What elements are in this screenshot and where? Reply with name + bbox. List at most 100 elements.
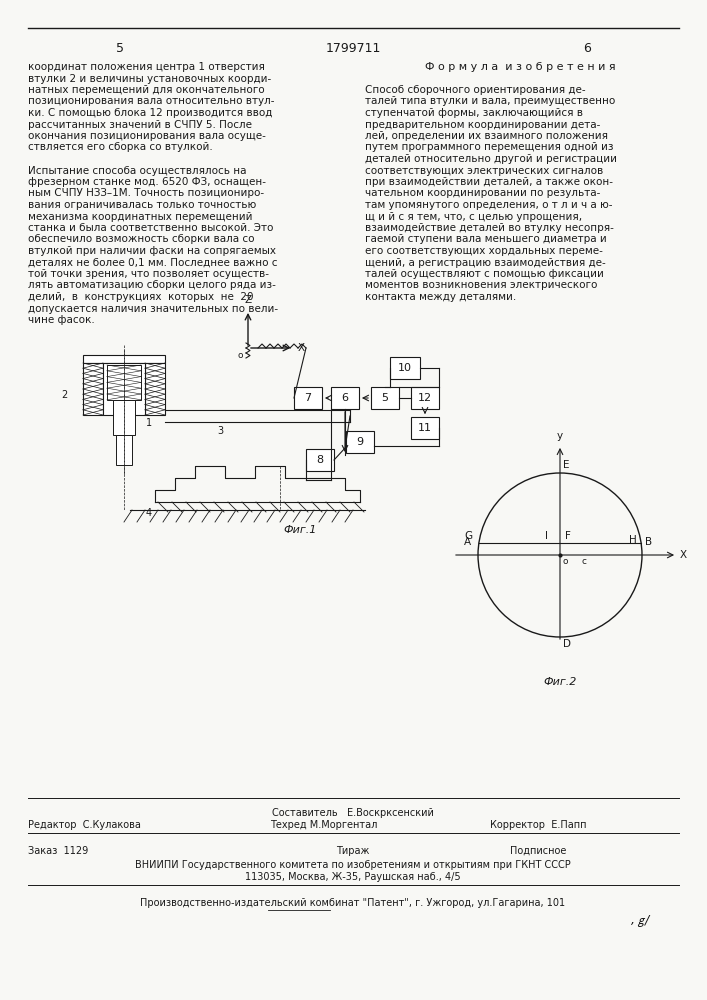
Text: лей, определении их взаимного положения: лей, определении их взаимного положения: [365, 131, 608, 141]
Text: H: H: [629, 535, 637, 545]
Text: ным СЧПУ НЗЗ–1М. Точность позициониро-: ным СЧПУ НЗЗ–1М. Точность позициониро-: [28, 188, 264, 198]
Text: 6: 6: [583, 42, 591, 55]
Text: контакта между деталями.: контакта между деталями.: [365, 292, 516, 302]
Text: A: A: [464, 537, 471, 547]
Text: втулкой при наличии фаски на сопрягаемых: втулкой при наличии фаски на сопрягаемых: [28, 246, 276, 256]
Text: 12: 12: [418, 393, 432, 403]
Bar: [113, 400, 135, 435]
Text: ВНИИПИ Государственного комитета по изобретениям и открытиям при ГКНТ СССР: ВНИИПИ Государственного комитета по изоб…: [135, 860, 571, 870]
Bar: [83, 363, 103, 415]
Bar: [103, 363, 145, 415]
Text: Составитель   Е.Воскрксенский: Составитель Е.Воскрксенский: [272, 808, 434, 818]
Text: F: F: [565, 531, 571, 541]
Bar: [411, 417, 439, 439]
Text: талей осуществляют с помощью фиксации: талей осуществляют с помощью фиксации: [365, 269, 604, 279]
Bar: [145, 363, 165, 415]
Text: ки. С помощью блока 12 производится ввод: ки. С помощью блока 12 производится ввод: [28, 108, 272, 118]
Text: ствляется его сборка со втулкой.: ствляется его сборка со втулкой.: [28, 142, 213, 152]
Text: B: B: [645, 537, 652, 547]
Text: y: y: [557, 431, 563, 441]
Text: 8: 8: [317, 455, 324, 465]
Text: 2: 2: [62, 390, 68, 400]
Text: 1799711: 1799711: [325, 42, 380, 55]
Text: деталях не более 0,1 мм. Последнее важно с: деталях не более 0,1 мм. Последнее важно…: [28, 257, 278, 267]
Text: втулки 2 и величины установочных коорди-: втулки 2 и величины установочных коорди-: [28, 74, 271, 84]
Bar: [294, 387, 322, 409]
Text: чательном координировании по результа-: чательном координировании по результа-: [365, 188, 600, 198]
Text: 5: 5: [116, 42, 124, 55]
Text: Подписное: Подписное: [510, 846, 566, 856]
Text: c: c: [582, 557, 587, 566]
Text: моментов возникновения электрического: моментов возникновения электрического: [365, 280, 597, 290]
Text: натных перемещений для окончательного: натных перемещений для окончательного: [28, 85, 264, 95]
Text: станка и была соответственно высокой. Это: станка и была соответственно высокой. Эт…: [28, 223, 274, 233]
Bar: [116, 435, 132, 465]
Text: рассчитанных значений в СЧПУ 5. После: рассчитанных значений в СЧПУ 5. После: [28, 119, 252, 129]
Bar: [83, 355, 165, 363]
Text: o: o: [563, 557, 568, 566]
Text: I: I: [545, 531, 548, 541]
Text: , $\mathcal{g}$/: , $\mathcal{g}$/: [630, 913, 651, 929]
Text: Фиг.2: Фиг.2: [543, 677, 577, 687]
Text: щений, а регистрацию взаимодействия де-: щений, а регистрацию взаимодействия де-: [365, 257, 606, 267]
Text: вания ограничивалась только точностью: вания ограничивалась только точностью: [28, 200, 256, 210]
Bar: [306, 449, 334, 471]
Text: той точки зрения, что позволяет осуществ-: той точки зрения, что позволяет осуществ…: [28, 269, 269, 279]
Text: o: o: [238, 351, 243, 360]
Text: X: X: [298, 343, 305, 353]
Text: 5: 5: [382, 393, 389, 403]
Text: соответствующих электрических сигналов: соответствующих электрических сигналов: [365, 165, 603, 176]
Bar: [331, 387, 359, 409]
Text: координат положения центра 1 отверстия: координат положения центра 1 отверстия: [28, 62, 265, 72]
Text: его соответствующих хордальных переме-: его соответствующих хордальных переме-: [365, 246, 603, 256]
Text: чине фасок.: чине фасок.: [28, 315, 95, 325]
Text: Редактор  С.Кулакова: Редактор С.Кулакова: [28, 820, 141, 830]
Text: лять автоматизацию сборки целого ряда из-: лять автоматизацию сборки целого ряда из…: [28, 280, 276, 290]
Text: 4: 4: [146, 508, 152, 518]
Text: обеспечило возможность сборки вала со: обеспечило возможность сборки вала со: [28, 234, 255, 244]
Text: допускается наличия значительных по вели-: допускается наличия значительных по вели…: [28, 304, 278, 314]
Text: там упомянутого определения, о т л и ч а ю-: там упомянутого определения, о т л и ч а…: [365, 200, 612, 210]
Text: окончания позиционирования вала осуще-: окончания позиционирования вала осуще-: [28, 131, 266, 141]
Text: Корректор  Е.Папп: Корректор Е.Папп: [490, 820, 587, 830]
Text: деталей относительно другой и регистрации: деталей относительно другой и регистраци…: [365, 154, 617, 164]
Text: 1: 1: [146, 418, 152, 428]
Text: предварительном координировании дета-: предварительном координировании дета-: [365, 119, 600, 129]
Text: при взаимодействии деталей, а также окон-: при взаимодействии деталей, а также окон…: [365, 177, 613, 187]
Text: E: E: [563, 460, 570, 470]
Text: делий,  в  конструкциях  которых  не  20: делий, в конструкциях которых не 20: [28, 292, 254, 302]
Bar: [390, 357, 420, 379]
Text: 3: 3: [217, 426, 223, 436]
Text: X: X: [680, 550, 687, 560]
Text: 11: 11: [418, 423, 432, 433]
Text: Тираж: Тираж: [337, 846, 370, 856]
Text: Z: Z: [245, 295, 252, 305]
Text: позиционирования вала относительно втул-: позиционирования вала относительно втул-: [28, 97, 274, 106]
Text: Испытание способа осуществлялось на: Испытание способа осуществлялось на: [28, 165, 247, 176]
Text: взаимодействие деталей во втулку несопря-: взаимодействие деталей во втулку несопря…: [365, 223, 614, 233]
Bar: [371, 387, 399, 409]
Text: 10: 10: [398, 363, 412, 373]
Bar: [346, 431, 374, 453]
Text: Ф о р м у л а  и з о б р е т е н и я: Ф о р м у л а и з о б р е т е н и я: [425, 62, 615, 72]
Text: щ и й с я тем, что, с целью упрощения,: щ и й с я тем, что, с целью упрощения,: [365, 212, 582, 222]
Text: Способ сборочного ориентирования де-: Способ сборочного ориентирования де-: [365, 85, 585, 95]
Bar: [107, 365, 141, 400]
Text: D: D: [563, 639, 571, 649]
Text: 9: 9: [356, 437, 363, 447]
Text: Заказ  1129: Заказ 1129: [28, 846, 88, 856]
Text: Фиг.1: Фиг.1: [284, 525, 317, 535]
Text: 113035, Москва, Ж-35, Раушская наб., 4/5: 113035, Москва, Ж-35, Раушская наб., 4/5: [245, 872, 461, 882]
Text: G: G: [464, 531, 473, 541]
Text: ступенчатой формы, заключающийся в: ступенчатой формы, заключающийся в: [365, 108, 583, 118]
Text: Техред М.Моргентал: Техред М.Моргентал: [270, 820, 378, 830]
Text: талей типа втулки и вала, преимущественно: талей типа втулки и вала, преимущественн…: [365, 97, 615, 106]
Text: гаемой ступени вала меньшего диаметра и: гаемой ступени вала меньшего диаметра и: [365, 234, 607, 244]
Text: 7: 7: [305, 393, 312, 403]
Text: Производственно-издательский комбинат "Патент", г. Ужгород, ул.Гагарина, 101: Производственно-издательский комбинат "П…: [141, 898, 566, 908]
Text: путем программного перемещения одной из: путем программного перемещения одной из: [365, 142, 614, 152]
Text: механизма координатных перемещений: механизма координатных перемещений: [28, 212, 252, 222]
Text: 6: 6: [341, 393, 349, 403]
Text: фрезерном станке мод. 6520 ФЗ, оснащен-: фрезерном станке мод. 6520 ФЗ, оснащен-: [28, 177, 266, 187]
Bar: [411, 387, 439, 409]
